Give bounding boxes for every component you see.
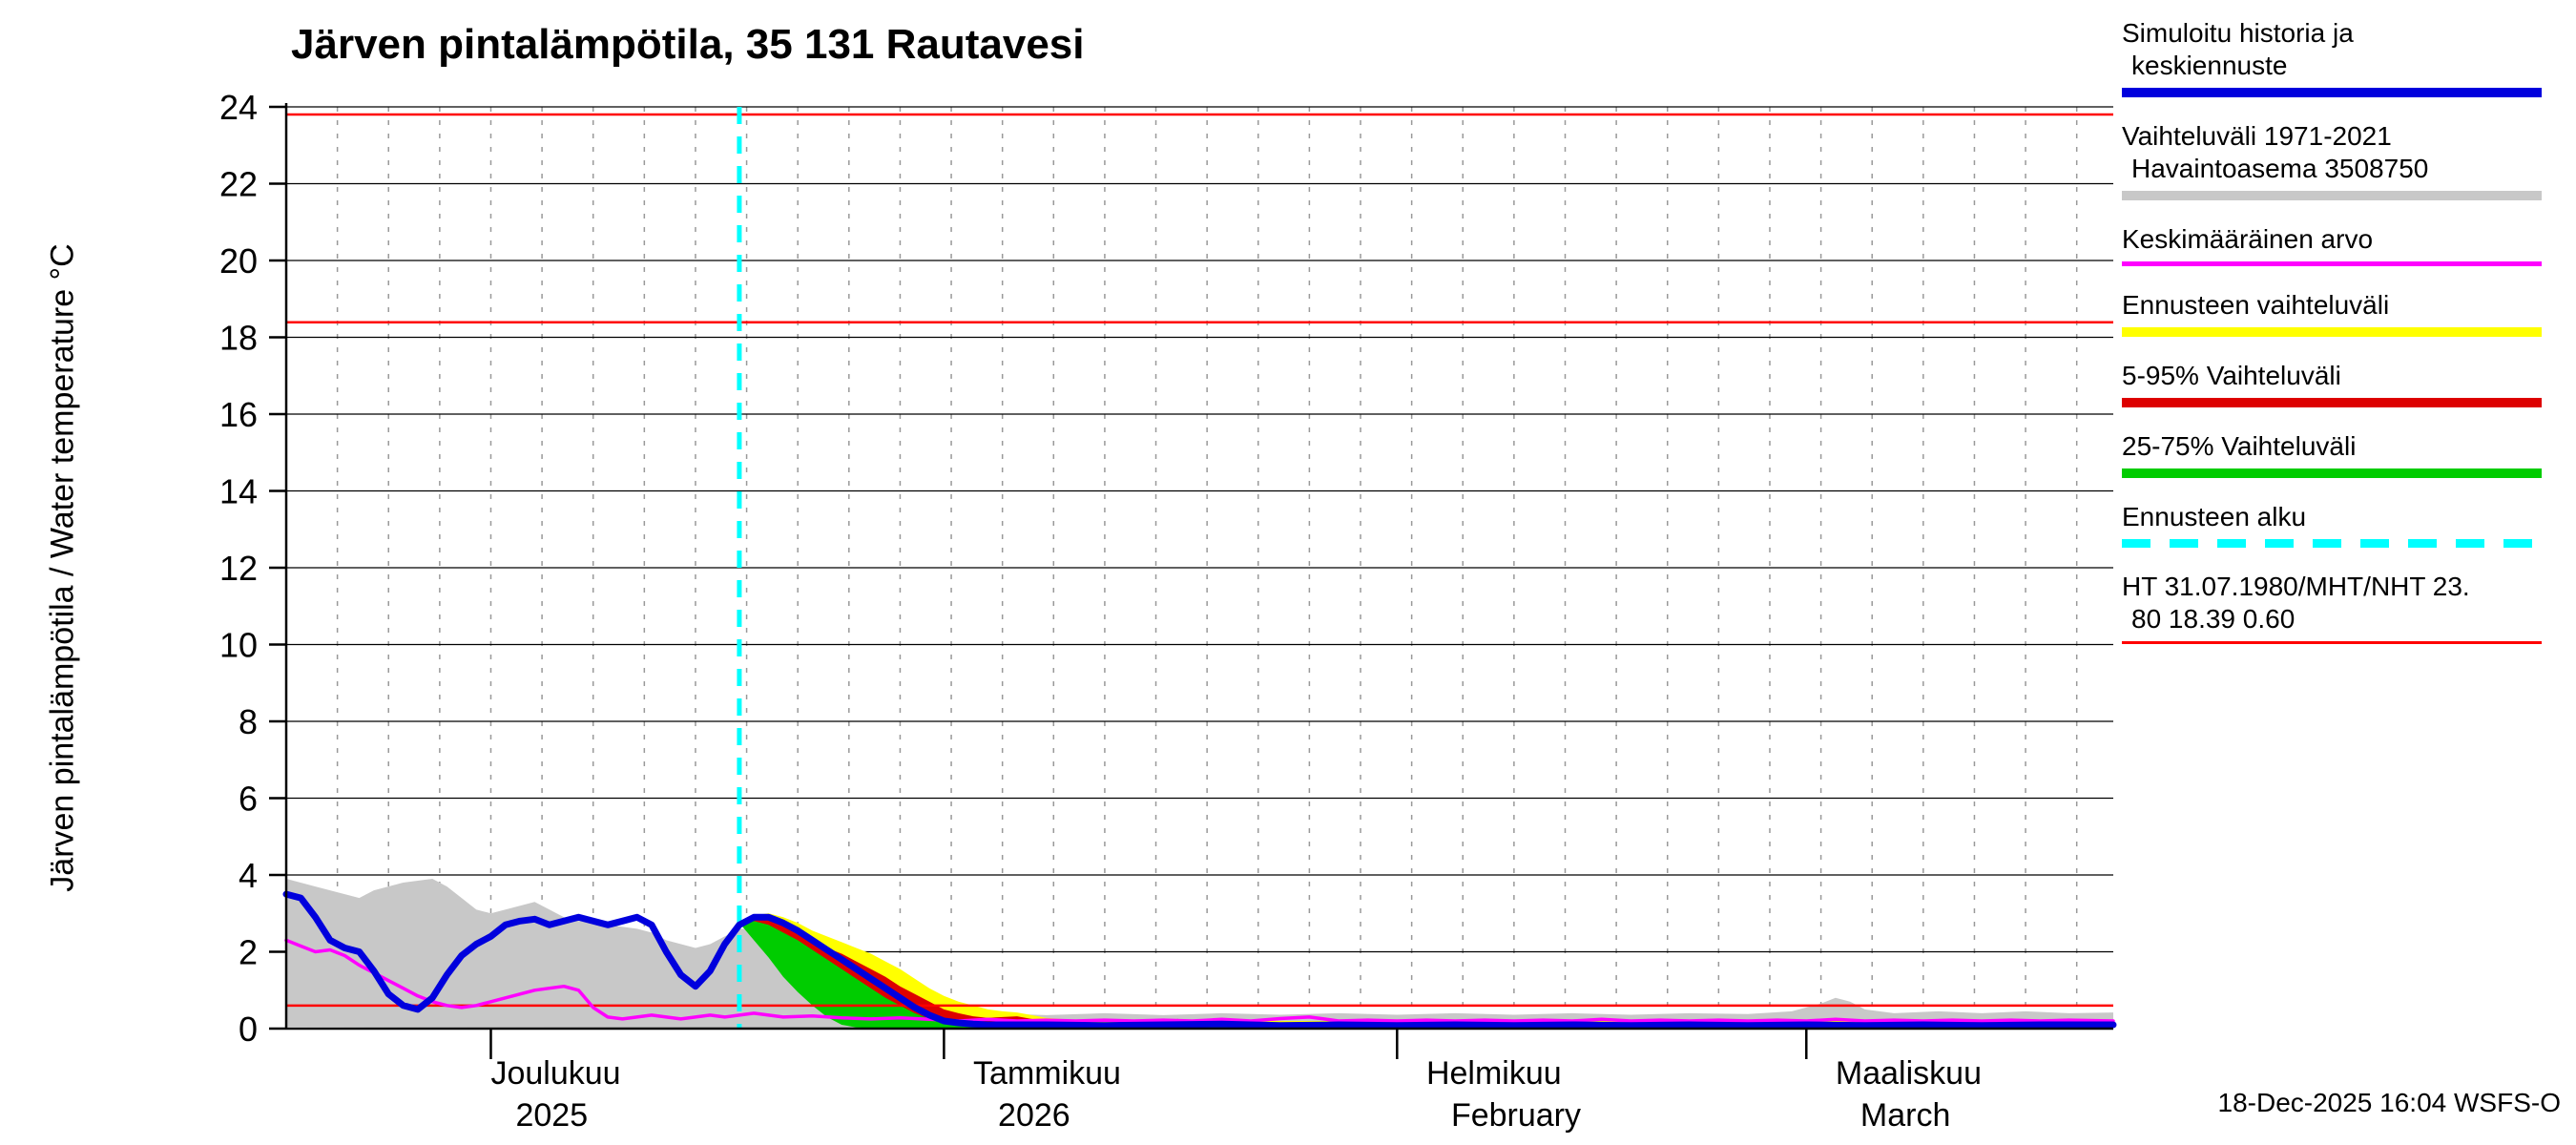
axis-text: 16 <box>219 395 258 434</box>
axis-text: 2025 <box>515 1097 588 1134</box>
legend-label: Ennusteen alku <box>2122 502 2307 531</box>
axis-text: 24 <box>219 88 258 127</box>
legend-label: 5-95% Vaihteluväli <box>2122 361 2341 390</box>
legend-label: Keskimääräinen arvo <box>2122 224 2374 254</box>
legend-item: 5-95% Vaihteluväli <box>2122 360 2566 407</box>
legend-item: Vaihteluväli 1971-2021 Havaintoasema 3508… <box>2122 120 2566 200</box>
axis-text: Maaliskuu <box>1836 1055 1982 1092</box>
series-line <box>282 890 2117 1030</box>
axis-text: Helmikuu <box>1426 1055 1562 1092</box>
legend-label: HT 31.07.1980/MHT/NHT 23. <box>2122 572 2470 601</box>
legend-swatch <box>2122 539 2542 548</box>
axis-text: 8 <box>239 702 258 741</box>
legend-item: Keskimääräinen arvo <box>2122 223 2566 266</box>
legend-label: 80 18.39 0.60 <box>2131 604 2296 634</box>
band-dd0000 <box>738 917 2113 1029</box>
axis-text: 12 <box>219 549 258 588</box>
legend-label: 25-75% Vaihteluväli <box>2122 431 2357 461</box>
axis-text: 0 <box>239 1010 258 1049</box>
legend-swatch <box>2122 398 2542 407</box>
chart-legend: Simuloitu historia ja keskiennuste Vaihtel… <box>2122 17 2566 667</box>
axis-text: 6 <box>239 780 258 819</box>
axis-text: 14 <box>219 472 258 511</box>
legend-swatch <box>2122 261 2542 266</box>
axis-text: March <box>1860 1097 1950 1134</box>
legend-label: Havaintoasema 3508750 <box>2131 154 2429 183</box>
band-c8c8c8 <box>286 879 2113 1029</box>
legend-swatch <box>2122 88 2542 97</box>
legend-label: Ennusteen vaihteluväli <box>2122 290 2390 320</box>
axis-text: 10 <box>219 626 258 665</box>
axis-text: 4 <box>239 856 258 895</box>
axis-text: 2 <box>239 933 258 972</box>
legend-swatch <box>2122 641 2542 644</box>
legend-label: Simuloitu historia ja <box>2122 18 2354 48</box>
axis-text: 2026 <box>998 1097 1070 1134</box>
axis-text: February <box>1451 1097 1581 1134</box>
chart-title: Järven pintalämpötila, 35 131 Rautavesi <box>291 21 1085 68</box>
legend-item: Simuloitu historia ja keskiennuste <box>2122 17 2566 97</box>
legend-item: Ennusteen alku <box>2122 501 2566 548</box>
legend-item: HT 31.07.1980/MHT/NHT 23. 80 18.39 0.60 <box>2122 571 2566 644</box>
legend-item: Ennusteen vaihteluväli <box>2122 289 2566 337</box>
legend-swatch <box>2122 327 2542 337</box>
axis-text: 18 <box>219 319 258 358</box>
axis-text: Joulukuu <box>490 1055 620 1092</box>
y-axis-label: Järven pintalämpötila / Water temperatur… <box>44 243 81 892</box>
axis-text: 22 <box>219 165 258 204</box>
axis-text: 20 <box>219 241 258 281</box>
axis-text: Tammikuu <box>973 1055 1121 1092</box>
timestamp-footer: 18-Dec-2025 16:04 WSFS-O <box>2217 1088 2562 1117</box>
legend-item: 25-75% Vaihteluväli <box>2122 430 2566 478</box>
legend-swatch <box>2122 191 2542 200</box>
legend-label: Vaihteluväli 1971-2021 <box>2122 121 2392 151</box>
legend-swatch <box>2122 468 2542 478</box>
legend-label: keskiennuste <box>2131 51 2288 80</box>
